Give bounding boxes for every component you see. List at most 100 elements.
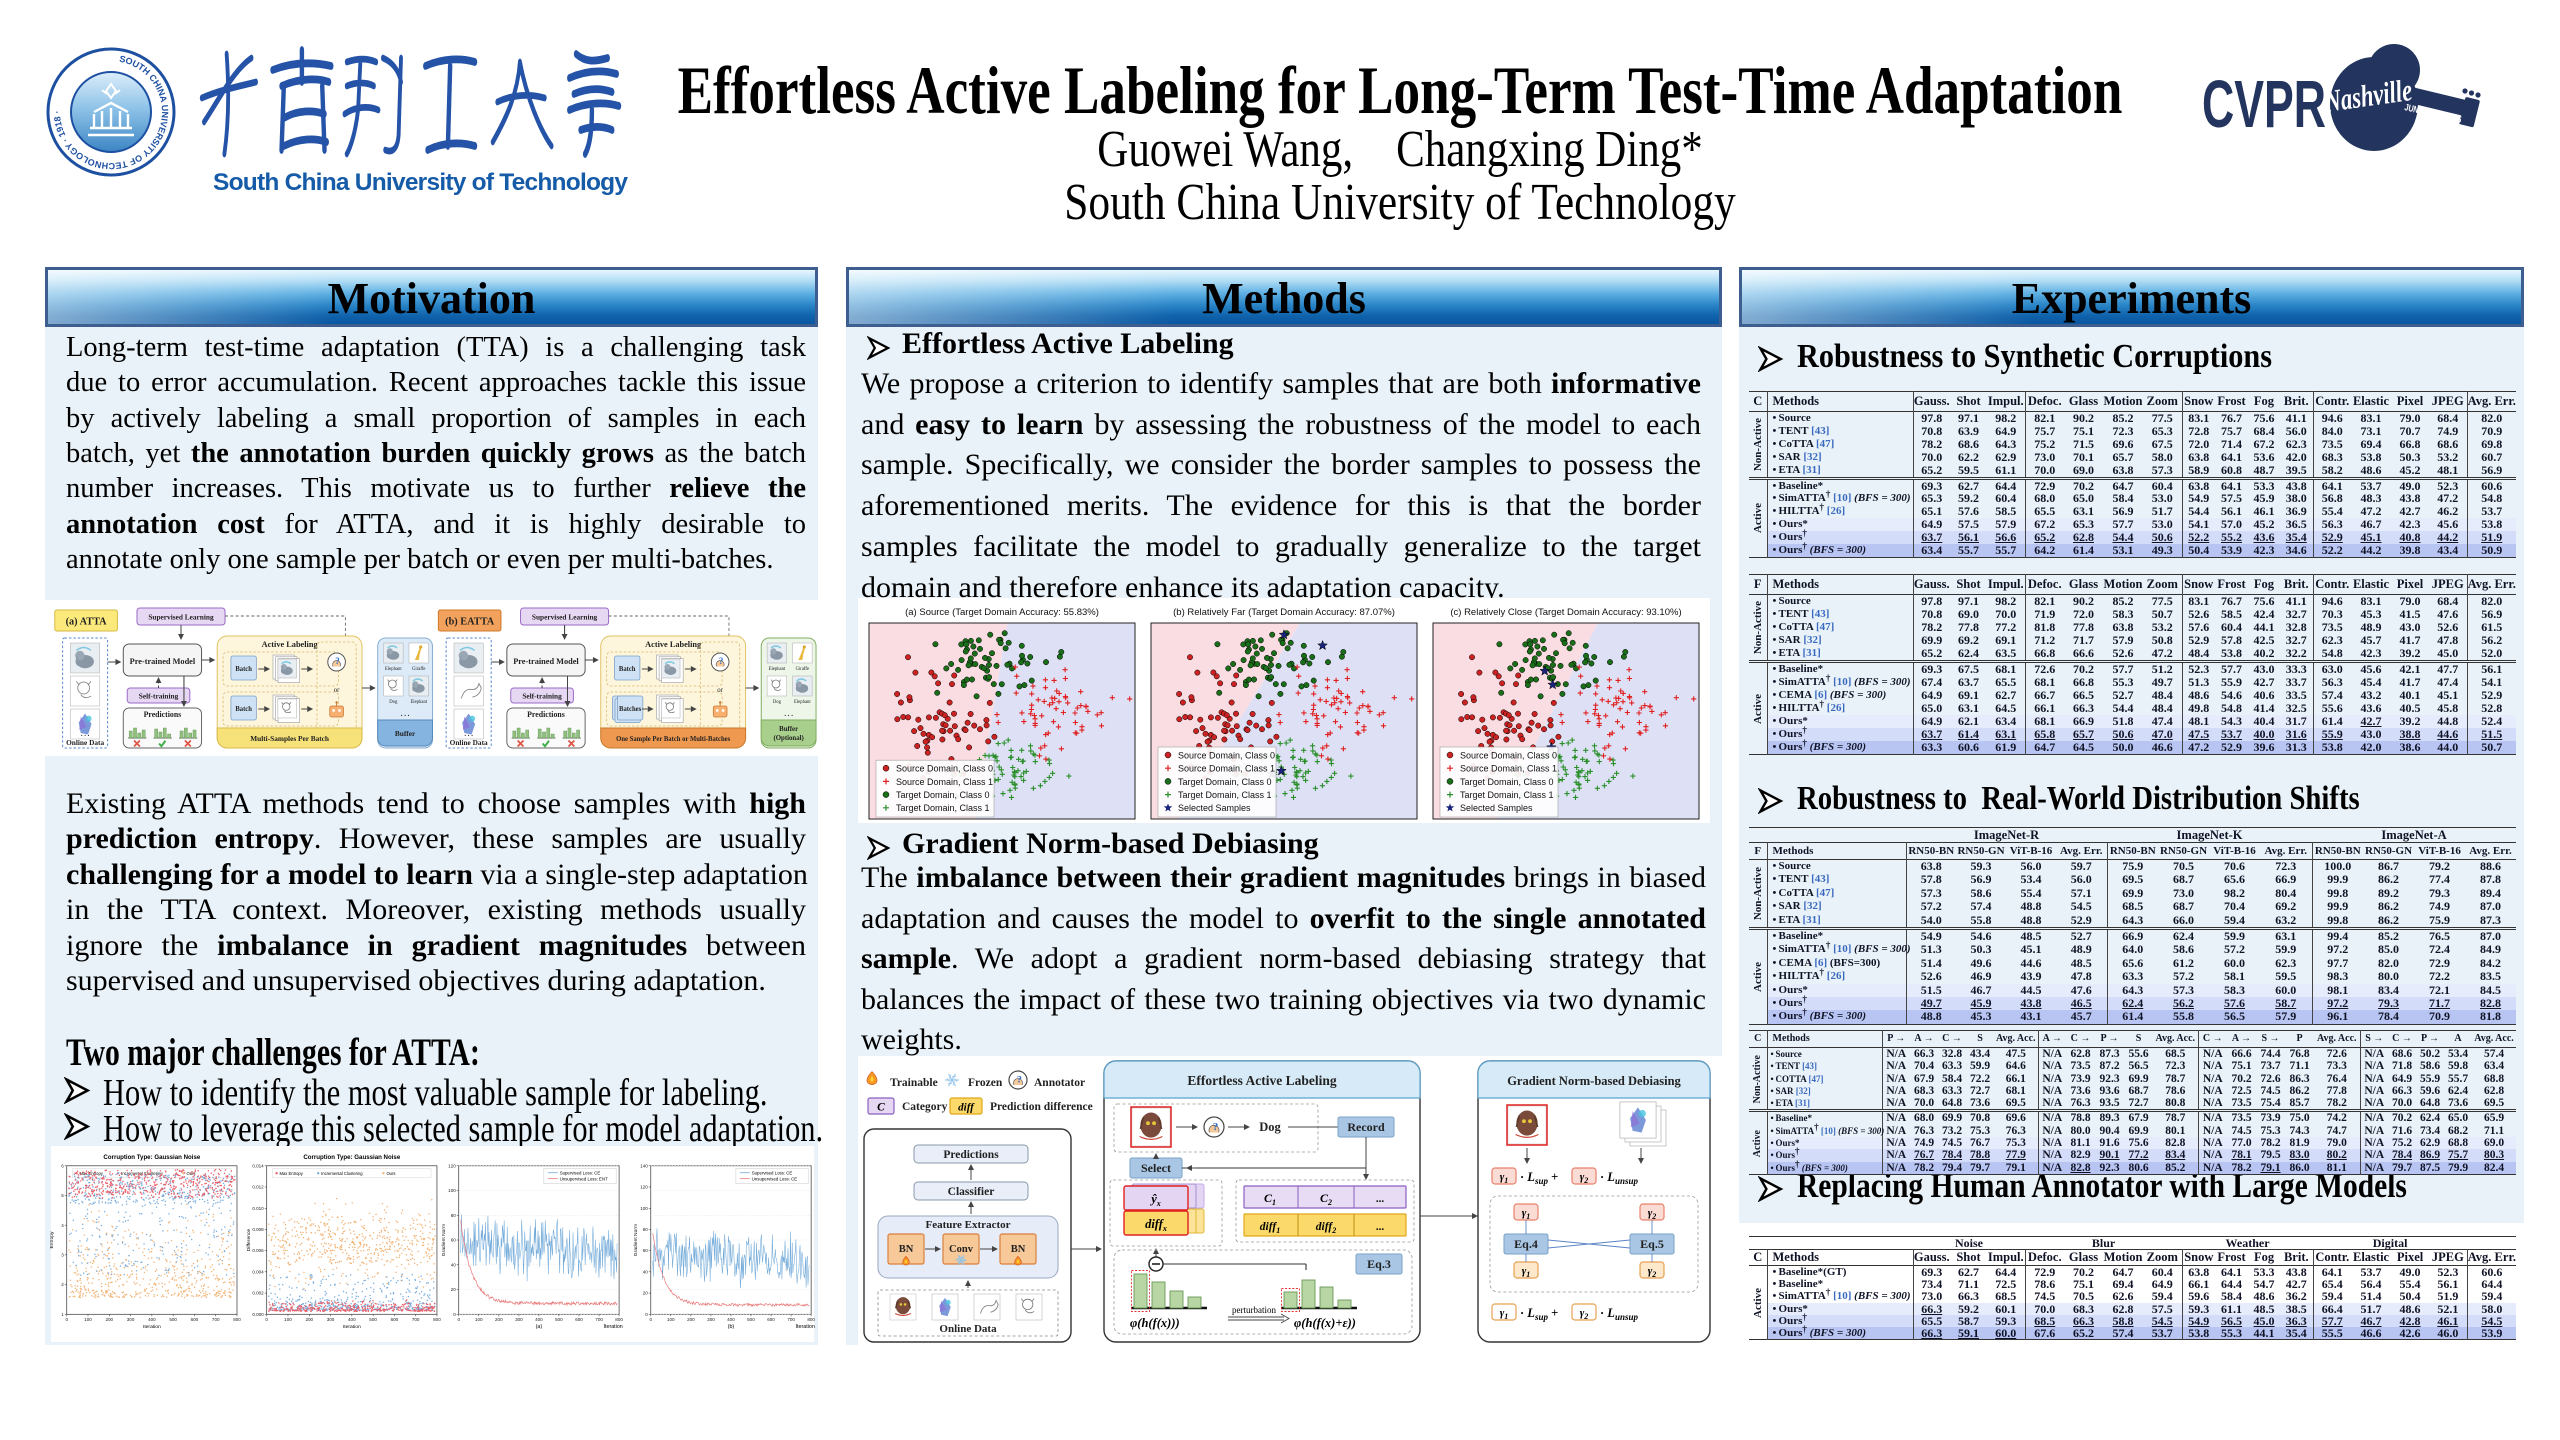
svg-text:Category: Category xyxy=(902,1101,948,1113)
svg-text:Eq.4: Eq.4 xyxy=(1514,1237,1538,1251)
svg-text:100: 100 xyxy=(475,1317,483,1322)
svg-text:0.004: 0.004 xyxy=(252,1269,264,1274)
svg-text:?: ? xyxy=(719,656,723,666)
svg-text:· Lsup +: · Lsup + xyxy=(1520,1306,1558,1322)
svg-text:Max Entropy: Max Entropy xyxy=(280,1171,304,1176)
svg-text:Selected Samples: Selected Samples xyxy=(1178,803,1251,813)
svg-text:Elephant: Elephant xyxy=(410,700,427,705)
svg-text:BN: BN xyxy=(1011,1244,1026,1255)
svg-text:Supervised Loss: CE: Supervised Loss: CE xyxy=(752,1170,793,1175)
svg-text:Max Entropy: Max Entropy xyxy=(80,1171,104,1176)
svg-text:Incremental Clustering: Incremental Clustering xyxy=(321,1171,363,1176)
svg-text:Supervised Learning: Supervised Learning xyxy=(532,612,598,621)
svg-text:Batch: Batch xyxy=(619,666,636,673)
svg-text:Self-training: Self-training xyxy=(522,691,562,700)
svg-text:20: 20 xyxy=(643,1291,649,1296)
svg-text:Batch: Batch xyxy=(235,666,252,673)
svg-text:Pre-trained Model: Pre-trained Model xyxy=(130,657,196,666)
svg-text:Classifier: Classifier xyxy=(948,1186,995,1198)
svg-text:South China University of Tech: South China University of Technology xyxy=(213,169,628,196)
svg-text:Multi-Samples Per Batch: Multi-Samples Per Batch xyxy=(250,734,329,743)
svg-text:300: 300 xyxy=(515,1317,523,1322)
svg-text:Dog: Dog xyxy=(389,700,398,705)
svg-text:200: 200 xyxy=(305,1317,313,1322)
svg-text:BN: BN xyxy=(899,1244,914,1255)
svg-text:Feature Extractor: Feature Extractor xyxy=(925,1219,1010,1231)
svg-text:...: ... xyxy=(1376,1221,1385,1233)
svg-text:Online Data: Online Data xyxy=(66,738,104,747)
svg-text:80: 80 xyxy=(643,1227,649,1232)
svg-text:Unsupervised Loss: CE: Unsupervised Loss: CE xyxy=(752,1176,797,1181)
svg-text:300: 300 xyxy=(327,1317,335,1322)
svg-text:Target Domain, Class 1: Target Domain, Class 1 xyxy=(1460,790,1554,800)
svg-text:0.014: 0.014 xyxy=(252,1163,264,1168)
svg-text:γ1: γ1 xyxy=(1500,1171,1509,1185)
svg-text:φ(h(f(x))): φ(h(f(x))) xyxy=(1130,1316,1180,1330)
svg-text:· Lsup +: · Lsup + xyxy=(1520,1170,1558,1186)
svg-text:?: ? xyxy=(1213,1121,1219,1133)
svg-text:(a) Source (Target Domain Accu: (a) Source (Target Domain Accuracy: 55.8… xyxy=(905,607,1099,618)
svg-text:40: 40 xyxy=(451,1262,457,1267)
svg-text:20: 20 xyxy=(451,1287,457,1292)
svg-text:...: ... xyxy=(1376,1193,1385,1205)
svg-text:Conv: Conv xyxy=(949,1244,974,1255)
svg-text:Source Domain, Class 1: Source Domain, Class 1 xyxy=(1178,764,1275,774)
svg-text:200: 200 xyxy=(106,1317,114,1322)
svg-text:700: 700 xyxy=(595,1317,603,1322)
svg-text:800: 800 xyxy=(433,1317,441,1322)
svg-text:Dog: Dog xyxy=(773,700,782,705)
svg-text:0: 0 xyxy=(65,1317,68,1322)
svg-text:diff: diff xyxy=(958,1102,975,1114)
svg-text:120: 120 xyxy=(640,1185,648,1190)
svg-text:Predictions: Predictions xyxy=(527,710,565,719)
svg-text:perturbation: perturbation xyxy=(1232,1305,1276,1315)
svg-text:200: 200 xyxy=(687,1317,695,1322)
svg-text:Select: Select xyxy=(1141,1161,1171,1175)
svg-text:Prediction difference: Prediction difference xyxy=(990,1101,1093,1113)
svg-text:γ2: γ2 xyxy=(1580,1171,1589,1185)
svg-text:Corruption Type: Gaussian Nois: Corruption Type: Gaussian Noise xyxy=(303,1154,400,1161)
svg-text:Annotator: Annotator xyxy=(1034,1077,1085,1089)
svg-text:or: or xyxy=(717,687,723,694)
svg-text:Ours: Ours xyxy=(386,1171,395,1176)
svg-text:Predictions: Predictions xyxy=(144,710,182,719)
svg-text:(b) EATTA: (b) EATTA xyxy=(445,616,494,627)
svg-text:100: 100 xyxy=(284,1317,292,1322)
svg-text:(b): (b) xyxy=(728,1324,735,1330)
svg-text:0.002: 0.002 xyxy=(252,1291,264,1296)
svg-text:500: 500 xyxy=(169,1317,177,1322)
svg-text:Unsupervised Loss: ENT: Unsupervised Loss: ENT xyxy=(560,1176,608,1181)
svg-text:γ2: γ2 xyxy=(1648,1207,1657,1221)
svg-text:Batches: Batches xyxy=(619,706,642,713)
svg-text:800: 800 xyxy=(807,1317,815,1322)
svg-text:Active Labeling: Active Labeling xyxy=(645,640,702,649)
svg-text:140: 140 xyxy=(640,1163,648,1168)
svg-text:0: 0 xyxy=(453,1312,456,1317)
svg-text:100: 100 xyxy=(667,1317,675,1322)
svg-text:100: 100 xyxy=(84,1317,92,1322)
svg-text:400: 400 xyxy=(348,1317,356,1322)
svg-text:Target Domain, Class 0: Target Domain, Class 0 xyxy=(1178,777,1272,787)
svg-text:Target Domain, Class 1: Target Domain, Class 1 xyxy=(1178,790,1272,800)
svg-text:?: ? xyxy=(335,656,339,666)
svg-text:(a) ATTA: (a) ATTA xyxy=(66,616,107,627)
svg-text:Target Domain, Class 1: Target Domain, Class 1 xyxy=(896,803,990,813)
svg-text:600: 600 xyxy=(391,1317,399,1322)
svg-text:200: 200 xyxy=(495,1317,503,1322)
svg-text:Predictions: Predictions xyxy=(943,1149,999,1161)
svg-text:Elephant: Elephant xyxy=(385,667,402,672)
svg-text:Incremental Clustering: Incremental Clustering xyxy=(121,1171,163,1176)
svg-text:400: 400 xyxy=(535,1317,543,1322)
svg-text:0: 0 xyxy=(457,1317,460,1322)
svg-text:Eq.3: Eq.3 xyxy=(1367,1257,1391,1271)
svg-text:4: 4 xyxy=(61,1223,64,1228)
svg-text:0.008: 0.008 xyxy=(252,1227,264,1232)
svg-text:1: 1 xyxy=(61,1312,64,1317)
svg-text:Effortless Active Labeling: Effortless Active Labeling xyxy=(1187,1073,1336,1088)
svg-text:. . .: . . . xyxy=(464,731,473,738)
svg-text:diff2: diff2 xyxy=(1316,1221,1336,1235)
svg-text:(c) Relatively Close (Target D: (c) Relatively Close (Target Domain Accu… xyxy=(1450,607,1681,618)
svg-text:φ(h(f(x)+ε)): φ(h(f(x)+ε)) xyxy=(1294,1316,1356,1330)
svg-text:Supervised Learning: Supervised Learning xyxy=(148,612,214,621)
svg-text:Online Data: Online Data xyxy=(939,1323,997,1335)
